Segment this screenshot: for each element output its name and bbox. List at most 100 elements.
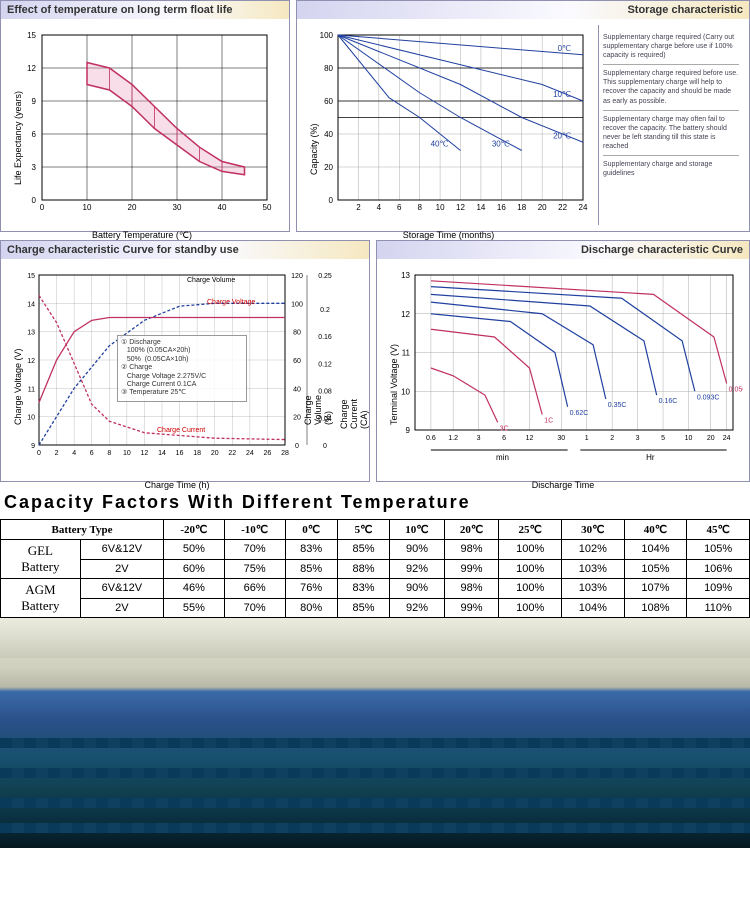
svg-text:1.2: 1.2 (448, 435, 458, 442)
svg-text:0.2: 0.2 (320, 307, 330, 314)
svg-text:12: 12 (456, 203, 465, 212)
cell: 66% (224, 579, 285, 599)
svg-text:0.35C: 0.35C (608, 402, 627, 409)
svg-text:0.62C: 0.62C (570, 410, 589, 417)
svg-text:0.12: 0.12 (318, 361, 332, 368)
svg-text:40: 40 (218, 203, 227, 212)
svg-text:0: 0 (295, 443, 299, 450)
svg-text:40: 40 (293, 386, 301, 393)
cell: 108% (624, 598, 687, 618)
svg-text:20: 20 (538, 203, 547, 212)
svg-text:0: 0 (40, 203, 45, 212)
cell: 100% (499, 598, 562, 618)
cell: 109% (687, 579, 750, 599)
svg-text:6: 6 (90, 450, 94, 457)
svg-text:14: 14 (158, 450, 166, 457)
svg-text:22: 22 (558, 203, 567, 212)
cell: 85% (337, 598, 389, 618)
panel-title: Discharge characteristic Curve (377, 241, 749, 259)
col-header: 45℃ (687, 520, 750, 540)
svg-text:40℃: 40℃ (431, 140, 449, 149)
group-name: GELBattery (1, 540, 81, 579)
svg-text:24: 24 (723, 435, 731, 442)
svg-text:6: 6 (397, 203, 402, 212)
subrow-label: 6V&12V (80, 579, 163, 599)
y1label: Charge Voltage (V) (13, 348, 23, 425)
svg-text:20: 20 (707, 435, 715, 442)
cell: 85% (337, 540, 389, 560)
svg-text:18: 18 (193, 450, 201, 457)
cell: 70% (224, 598, 285, 618)
svg-text:0℃: 0℃ (558, 44, 571, 53)
cell: 92% (390, 559, 445, 579)
svg-text:9: 9 (32, 97, 37, 106)
svg-text:1C: 1C (544, 418, 553, 425)
cell: 70% (224, 540, 285, 560)
svg-text:10: 10 (83, 203, 92, 212)
panel-title: Charge characteristic Curve for standby … (1, 241, 369, 259)
svg-text:3: 3 (477, 435, 481, 442)
ylabel: Capacity (%) (309, 123, 319, 175)
svg-text:20: 20 (324, 163, 333, 172)
chart-float-life: 0102030405003691215 Life Expectancy (yea… (7, 25, 277, 225)
svg-text:min: min (496, 453, 509, 462)
cell: 99% (444, 598, 499, 618)
svg-text:24: 24 (246, 450, 254, 457)
svg-text:13: 13 (27, 330, 35, 337)
col-header: 30℃ (561, 520, 624, 540)
svg-text:0.16: 0.16 (318, 334, 332, 341)
cell: 103% (561, 559, 624, 579)
svg-text:0: 0 (329, 196, 334, 205)
table-row: 2V60%75%85%88%92%99%100%103%105%106% (1, 559, 750, 579)
ylabel: Terminal Voltage (V) (389, 344, 399, 425)
cell: 46% (164, 579, 225, 599)
cell: 80% (285, 598, 337, 618)
svg-text:100: 100 (291, 301, 303, 308)
cell: 60% (164, 559, 225, 579)
cell: 100% (499, 540, 562, 560)
svg-text:0.25: 0.25 (318, 273, 332, 280)
svg-text:8: 8 (107, 450, 111, 457)
col-header: 40℃ (624, 520, 687, 540)
section-title: Capacity Factors With Different Temperat… (4, 492, 750, 513)
series-label: Charge Voltage (207, 299, 255, 306)
svg-text:10: 10 (401, 387, 410, 396)
svg-text:0.093C: 0.093C (697, 394, 720, 401)
svg-text:10: 10 (123, 450, 131, 457)
cell: 107% (624, 579, 687, 599)
svg-text:9: 9 (31, 443, 35, 450)
xlabel: Storage Time (months) (303, 230, 594, 240)
col-header: 20℃ (444, 520, 499, 540)
charge-note: ① Discharge 100% (0.05CA×20h) 50% (0.05C… (117, 335, 247, 402)
svg-text:50: 50 (263, 203, 272, 212)
svg-text:10: 10 (436, 203, 445, 212)
svg-text:20: 20 (211, 450, 219, 457)
svg-text:12: 12 (141, 450, 149, 457)
svg-text:26: 26 (264, 450, 272, 457)
svg-text:15: 15 (27, 273, 35, 280)
svg-text:40: 40 (324, 130, 333, 139)
cell: 75% (224, 559, 285, 579)
svg-text:12: 12 (27, 358, 35, 365)
xlabel: Discharge Time (383, 480, 743, 490)
note: Supplementary charge and storage guideli… (603, 155, 739, 182)
note: Supplementary charge required (Carry out… (603, 29, 739, 64)
subrow-label: 2V (80, 559, 163, 579)
factory-photo (0, 618, 750, 848)
svg-text:18: 18 (517, 203, 526, 212)
svg-text:80: 80 (324, 64, 333, 73)
note: Supplementary charge may often fail to r… (603, 110, 739, 155)
svg-text:60: 60 (324, 97, 333, 106)
ylabel: Life Expectancy (years) (13, 91, 23, 185)
chart-charge: 0246810121416182022242628910111213141502… (7, 265, 347, 475)
cell: 50% (164, 540, 225, 560)
svg-text:11: 11 (402, 349, 411, 358)
cell: 88% (337, 559, 389, 579)
col-header: -10℃ (224, 520, 285, 540)
cell: 99% (444, 559, 499, 579)
cell: 104% (561, 598, 624, 618)
cell: 104% (624, 540, 687, 560)
cell: 102% (561, 540, 624, 560)
cell: 105% (687, 540, 750, 560)
svg-text:4: 4 (72, 450, 76, 457)
